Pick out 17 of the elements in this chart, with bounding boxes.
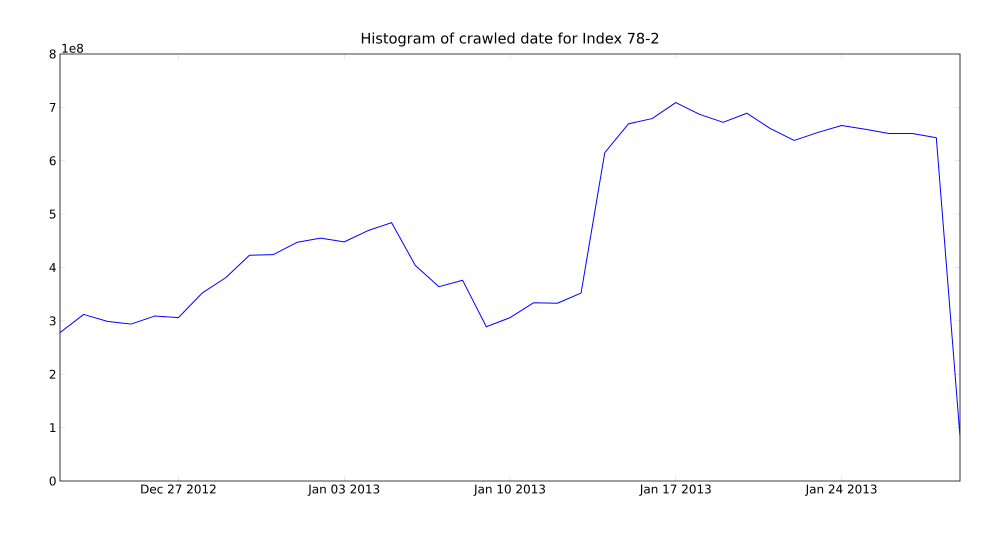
y-tick-label: 1: [50, 423, 56, 432]
y-tick-label: 7: [50, 102, 56, 112]
y-tick-label: 4: [49, 263, 56, 272]
text: 1e8: [62, 44, 84, 53]
line-series: [60, 102, 960, 438]
x-tick-label: Dec 27 2012: [141, 484, 216, 494]
x-tick-label: Jan 03 2013: [308, 484, 380, 496]
x-tick-label: Jan 10 2013: [473, 484, 545, 496]
x-tick-label: Jan 24 2013: [804, 484, 877, 496]
chart-title: Histogram of crawled date for Index 78-2: [362, 32, 658, 46]
y-tick-label: 5: [50, 210, 56, 219]
x-tick-label: Jan 17 2013: [639, 484, 711, 496]
y-tick-label: 8: [50, 49, 56, 59]
y-tick-label: 2: [50, 370, 56, 379]
y-tick-label: 3: [50, 316, 56, 326]
y-tick-label: 0: [50, 476, 56, 486]
y-tick-label: 6: [50, 156, 56, 166]
